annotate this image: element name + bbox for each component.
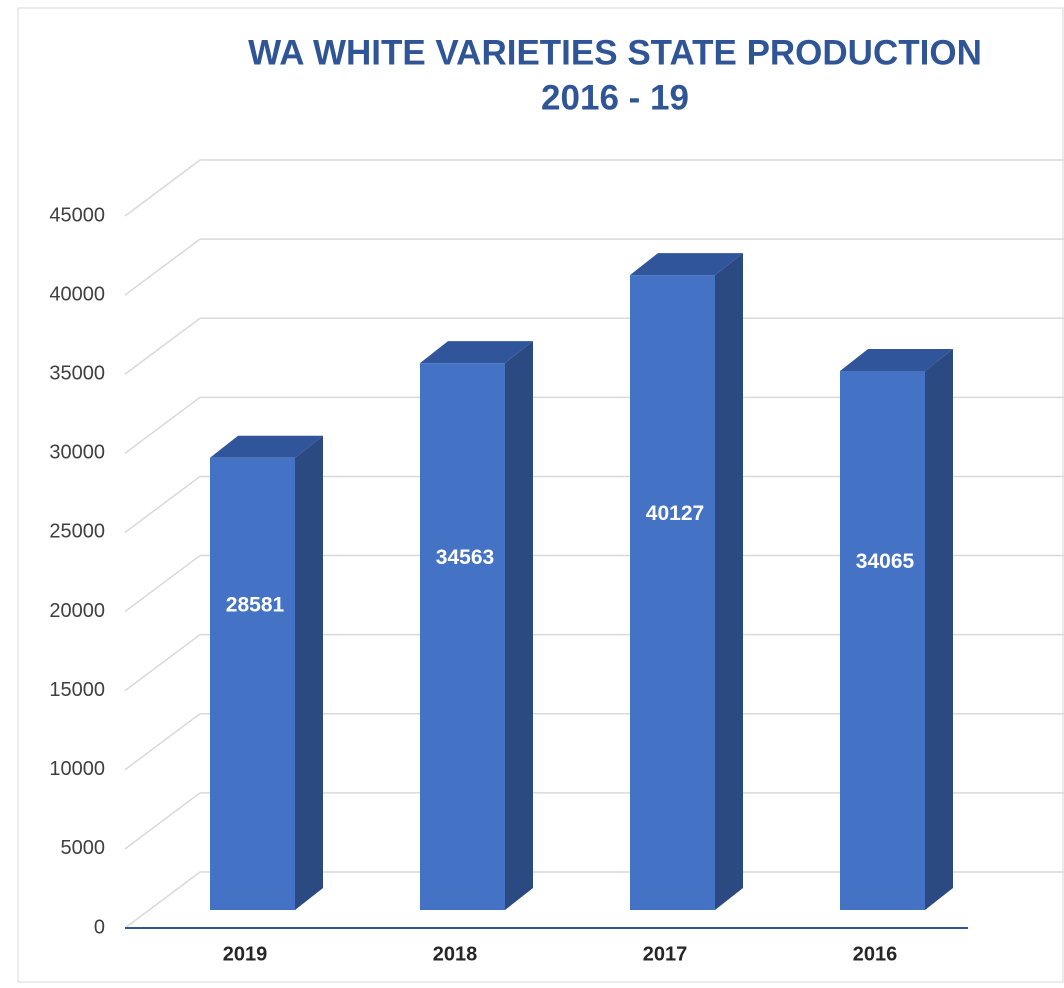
grid-line-side: [124, 475, 201, 534]
grid-line-side: [124, 396, 201, 454]
grid-line-side: [124, 713, 201, 771]
bar-side: [715, 253, 743, 910]
data-label: 28581: [226, 593, 285, 616]
x-tick-label: 2017: [643, 943, 688, 965]
bar: [420, 363, 505, 910]
bar-side: [295, 435, 323, 910]
x-tick-label: 2018: [433, 943, 478, 965]
data-label: 34065: [856, 550, 915, 573]
chart-title: WA WHITE VARIETIES STATE PRODUCTION: [248, 33, 982, 72]
y-tick-label: 40000: [49, 283, 105, 305]
y-tick-label: 5000: [61, 837, 106, 859]
bar-top: [840, 349, 953, 372]
y-tick-label: 45000: [49, 204, 105, 226]
x-tick-label: 2019: [223, 943, 268, 965]
y-tick-label: 20000: [49, 600, 105, 622]
bar: [630, 275, 715, 910]
bar: [840, 371, 925, 910]
y-tick-label: 0: [94, 916, 105, 938]
x-tick-label: 2016: [853, 943, 898, 965]
bar-top: [630, 253, 743, 276]
data-label: 34563: [436, 546, 494, 569]
y-tick-label: 35000: [49, 363, 105, 385]
grid-line-side: [124, 238, 201, 296]
grid-line-side: [124, 159, 201, 217]
grid-line-side: [124, 792, 201, 850]
grid-line-side: [124, 634, 201, 692]
grid-line-side: [124, 554, 201, 613]
grid-line-side: [124, 871, 201, 929]
bar-top: [420, 341, 533, 364]
grid-line-side: [124, 317, 201, 375]
bar: [210, 457, 295, 910]
y-tick-label: 10000: [49, 758, 105, 780]
y-tick-label: 25000: [49, 521, 105, 543]
bar-side: [505, 341, 533, 910]
y-tick-label: 15000: [49, 679, 105, 701]
chart-title: 2016 - 19: [541, 78, 689, 117]
bar-side: [925, 349, 953, 910]
data-label: 40127: [646, 502, 704, 525]
bar-top: [210, 435, 323, 458]
y-tick-label: 30000: [49, 442, 105, 464]
